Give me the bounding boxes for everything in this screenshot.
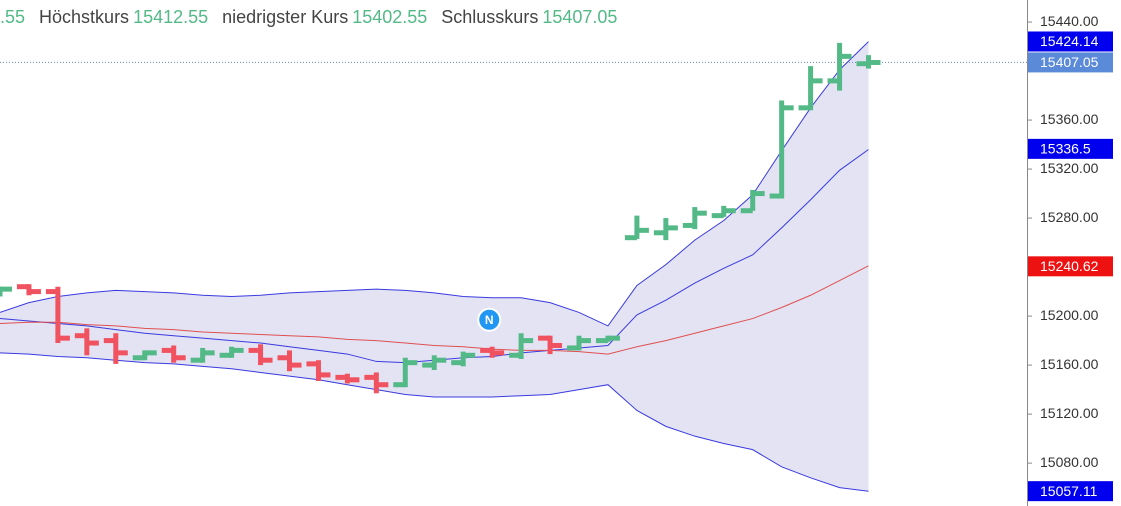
y-tick-label: 15160.00 <box>1040 356 1099 372</box>
y-tick-label: 15440.00 <box>1040 13 1099 29</box>
header-value: 15412.55 <box>133 7 208 27</box>
header-label: Höchstkurs <box>39 7 129 27</box>
price-label: 15407.05 <box>1040 54 1099 70</box>
band-line <box>0 265 869 355</box>
price-label: 15057.11 <box>1040 483 1098 499</box>
header-value: 15407.05 <box>542 7 617 27</box>
event-marker <box>477 307 502 332</box>
y-tick-label: 15280.00 <box>1040 209 1099 225</box>
price-label: 15240.62 <box>1040 258 1099 274</box>
y-tick-label: 15200.00 <box>1040 307 1099 323</box>
price-label: 15424.14 <box>1040 33 1099 49</box>
y-tick-label: 15120.00 <box>1040 405 1099 421</box>
price-label-box <box>1028 481 1113 502</box>
price-label: 15336.5 <box>1040 141 1091 157</box>
price-label-box <box>1028 52 1113 73</box>
band-fill <box>0 41 869 492</box>
header-label: niedrigster Kurs <box>222 7 348 27</box>
band-line <box>0 41 869 327</box>
event-marker-text: N <box>485 313 494 327</box>
price-label-box <box>1028 138 1113 159</box>
header: .55 Höchstkurs 15412.55 niedrigster Kurs 154… <box>0 7 617 27</box>
y-tick-label: 15080.00 <box>1040 454 1099 470</box>
y-tick-label: 15360.00 <box>1040 111 1099 127</box>
band-line <box>0 352 869 492</box>
header-value: 15402.55 <box>352 7 427 27</box>
header-fragment: .55 <box>0 7 25 27</box>
price-label-box <box>1028 256 1113 277</box>
price-label-box <box>1028 31 1113 52</box>
header-label: Schlusskurs <box>441 7 538 27</box>
y-tick-label: 15320.00 <box>1040 160 1099 176</box>
